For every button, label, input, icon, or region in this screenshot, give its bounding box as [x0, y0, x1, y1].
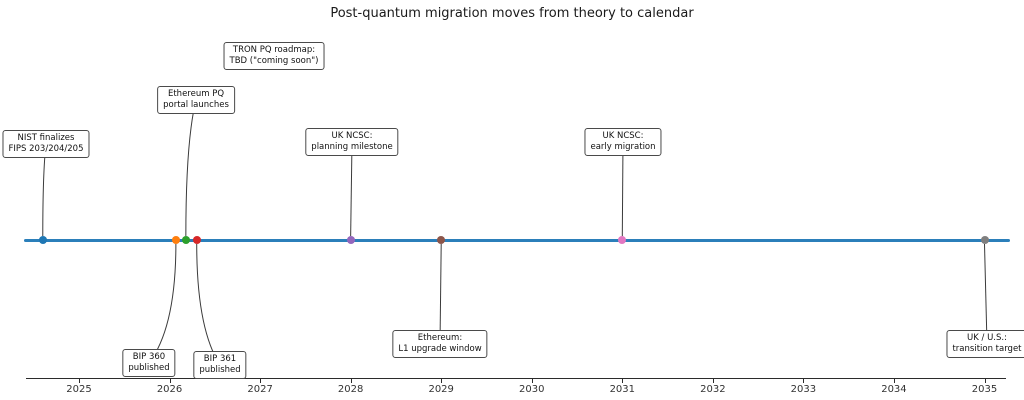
x-axis-tick-mark — [622, 379, 624, 383]
uk-ncsc-planning-milestone-label: UK NCSC: planning milestone — [305, 127, 399, 157]
bip-360-published-label: BIP 360 published — [122, 348, 176, 378]
x-axis-tick-mark — [893, 379, 895, 383]
x-axis-tick-mark — [350, 379, 352, 383]
event-label-line: BIP 361 — [203, 353, 237, 364]
uk-ncsc-early-migration-dot — [618, 236, 627, 244]
bip-361-published-dot — [192, 236, 201, 244]
x-axis-tick-mark — [79, 379, 80, 383]
x-axis-tick-label: 2025 — [66, 384, 92, 395]
x-axis-tick-mark — [260, 379, 262, 383]
event-leader-line — [148, 243, 177, 364]
x-axis-tick-mark — [531, 379, 533, 383]
event-leader-line — [350, 141, 353, 237]
event-leader-line — [439, 243, 442, 345]
event-label-line: BIP 360 — [132, 351, 166, 362]
note-label-line: TBD ("coming soon") — [229, 56, 319, 66]
event-leader-line — [185, 99, 197, 237]
x-axis-tick-label: 2028 — [337, 384, 364, 395]
x-axis-tick-label: 2029 — [428, 384, 454, 395]
event-label-line: planning milestone — [311, 142, 393, 152]
event-label-line: UK NCSC: — [602, 130, 644, 141]
event-label-line: FIPS 203/204/205 — [8, 144, 84, 154]
x-axis-tick-mark — [169, 379, 171, 383]
uk-ncsc-planning-milestone-dot — [346, 236, 355, 244]
event-label-line: UK NCSC: — [331, 130, 373, 141]
event-label-line: portal launches — [163, 100, 229, 110]
uk-ncsc-early-migration-label: UK NCSC: early migration — [584, 127, 662, 157]
note-label-line: TRON PQ roadmap: — [232, 44, 316, 55]
bip-360-published-dot — [171, 236, 180, 244]
event-label-line: NIST finalizes — [17, 132, 75, 143]
event-label-line: UK / U.S.: — [967, 332, 1007, 343]
uk-us-transition-target-dot — [980, 236, 989, 244]
x-axis-tick-label: 2026 — [156, 384, 183, 395]
event-leader-line — [196, 243, 221, 366]
x-axis-tick-label: 2035 — [971, 384, 998, 395]
x-axis-tick-label: 2034 — [881, 384, 907, 395]
chart-title: Post-quantum migration moves from theory… — [330, 6, 694, 21]
x-axis-tick-mark — [441, 379, 443, 383]
event-label-line: Ethereum PQ — [167, 88, 225, 99]
event-label-line: Ethereum: — [417, 332, 463, 343]
event-label-line: published — [128, 363, 170, 373]
x-axis-tick-mark — [712, 379, 714, 383]
x-axis-spine — [26, 378, 1006, 379]
nist-finalizes-fips-label: NIST finalizes FIPS 203/204/205 — [2, 129, 90, 159]
x-axis-tick-label: 2031 — [609, 384, 636, 395]
event-leader-line — [621, 141, 624, 237]
event-leader-line — [984, 243, 988, 345]
event-label-line: early migration — [590, 142, 656, 152]
event-label-line: transition target — [952, 344, 1022, 354]
uk-us-transition-target-label: UK / U.S.: transition target — [946, 329, 1024, 359]
event-label-line: published — [199, 365, 241, 375]
event-label-line: L1 upgrade window — [398, 344, 482, 354]
x-axis-tick-label: 2030 — [519, 384, 545, 395]
nist-finalizes-fips-dot — [38, 236, 47, 244]
x-axis-tick-label: 2027 — [247, 384, 273, 395]
x-axis-tick-mark — [984, 379, 986, 383]
ethereum-l1-upgrade-window-dot — [437, 236, 446, 244]
timeline-line — [24, 238, 1010, 242]
ethereum-pq-portal-launches-dot — [181, 236, 190, 244]
tron-pq-roadmap-label: TRON PQ roadmap: TBD ("coming soon") — [223, 41, 325, 71]
x-axis-tick-label: 2032 — [700, 384, 726, 395]
bip-361-published-label: BIP 361 published — [193, 350, 247, 380]
x-axis-tick-label: 2033 — [790, 384, 817, 395]
ethereum-l1-upgrade-window-label: Ethereum: L1 upgrade window — [392, 329, 488, 359]
ethereum-pq-portal-launches-label: Ethereum PQ portal launches — [157, 85, 235, 115]
x-axis-tick-mark — [803, 379, 805, 383]
